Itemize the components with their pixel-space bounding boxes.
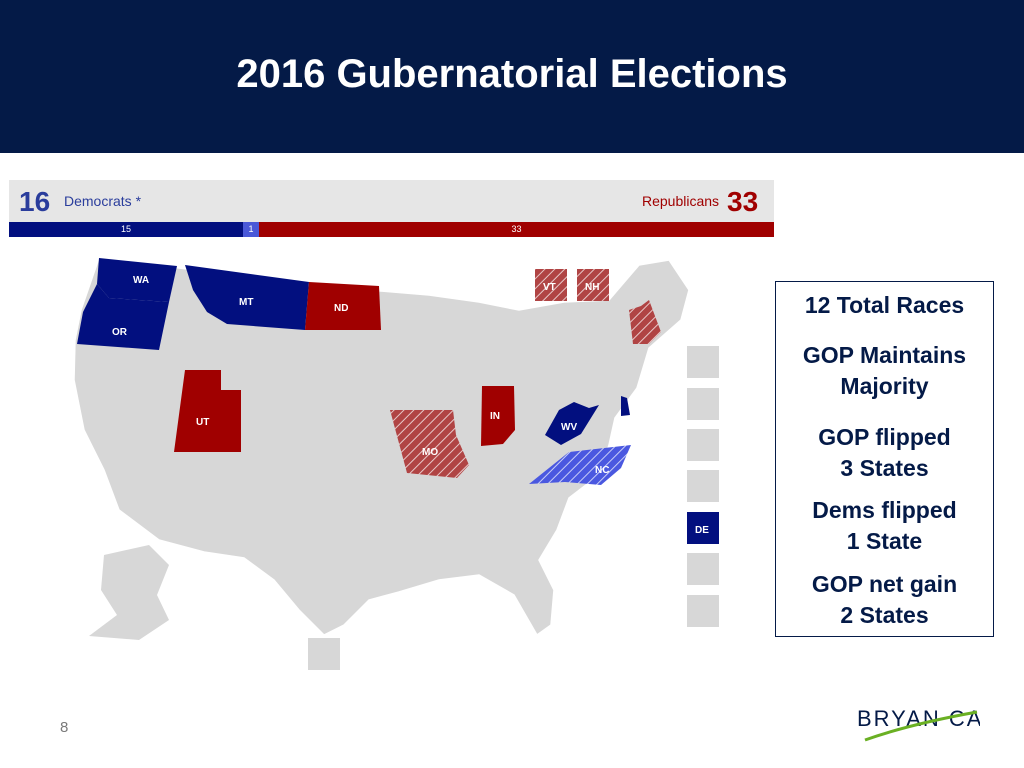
- us-map-svg: WA OR MT ND UT MO IN WV: [73, 257, 719, 670]
- state-nd: ND: [305, 282, 381, 330]
- svg-text:WV: WV: [561, 422, 577, 433]
- svg-text:NC: NC: [595, 465, 609, 476]
- state-mt: MT: [185, 265, 309, 330]
- state-mo: MO: [390, 410, 469, 478]
- state-nh-mainland: [641, 300, 661, 344]
- svg-text:NH: NH: [585, 282, 599, 293]
- race-tally: 16 Democrats * Republicans 33 15 1 33: [9, 180, 774, 237]
- dem-count: 16: [19, 186, 51, 217]
- gop-net-gain-line1: GOP net gain: [811, 571, 958, 597]
- svg-text:ND: ND: [334, 303, 348, 314]
- state-or: OR: [77, 284, 169, 350]
- us-map: WA OR MT ND UT MO IN WV: [9, 240, 774, 680]
- state-vt-mainland: [629, 306, 641, 344]
- state-de-shape: [621, 396, 630, 416]
- dems-flipped-line1: Dems flipped: [812, 497, 957, 523]
- rep-count: 33: [727, 186, 759, 217]
- svg-text:OR: OR: [112, 327, 128, 338]
- state-wv: WV: [545, 402, 599, 445]
- state-vt-box: VT: [535, 269, 567, 301]
- alaska-shape: [89, 545, 169, 640]
- rep-bar-segment: 33: [259, 222, 774, 237]
- gop-flipped-line2: 3 States: [840, 455, 929, 481]
- gop-flipped-line1: GOP flipped: [818, 424, 951, 450]
- state-nc: NC: [529, 445, 631, 485]
- state-ut: UT: [174, 370, 241, 452]
- state-nh-box: NH: [577, 269, 609, 301]
- total-races: 12 Total Races: [804, 292, 965, 318]
- title-banner: 2016 Gubernatorial Elections: [0, 0, 1024, 153]
- other-bar-segment: 1: [243, 222, 259, 237]
- svg-text:MT: MT: [239, 297, 253, 308]
- bryan-cave-logo: BRYAN CAVE: [857, 706, 980, 742]
- state-de-box: DE: [687, 512, 719, 544]
- tally-bar: 15 1 33: [9, 222, 774, 237]
- gop-maintains-line2: Majority: [840, 373, 929, 399]
- svg-text:MO: MO: [422, 447, 438, 458]
- svg-text:UT: UT: [196, 417, 209, 428]
- svg-text:VT: VT: [543, 282, 556, 293]
- gop-net-gain-line2: 2 States: [840, 602, 929, 628]
- summary-box: 12 Total Races GOP Maintains Majority GO…: [775, 281, 994, 637]
- dem-bar-segment: 15: [9, 222, 243, 237]
- dem-label: Democrats *: [64, 193, 142, 209]
- svg-text:IN: IN: [490, 411, 500, 422]
- rep-label: Republicans: [642, 193, 720, 209]
- svg-text:BRYAN CAVE: BRYAN CAVE: [857, 706, 980, 731]
- svg-text:WA: WA: [133, 275, 149, 286]
- state-in: IN: [481, 386, 515, 446]
- page-title: 2016 Gubernatorial Elections: [236, 52, 788, 96]
- gop-maintains-line1: GOP Maintains: [802, 342, 967, 368]
- page-number: 8: [60, 719, 69, 736]
- hawaii-shape: [308, 638, 340, 670]
- dems-flipped-line2: 1 State: [846, 528, 923, 554]
- svg-text:DE: DE: [695, 525, 709, 536]
- state-wa: WA: [97, 258, 177, 302]
